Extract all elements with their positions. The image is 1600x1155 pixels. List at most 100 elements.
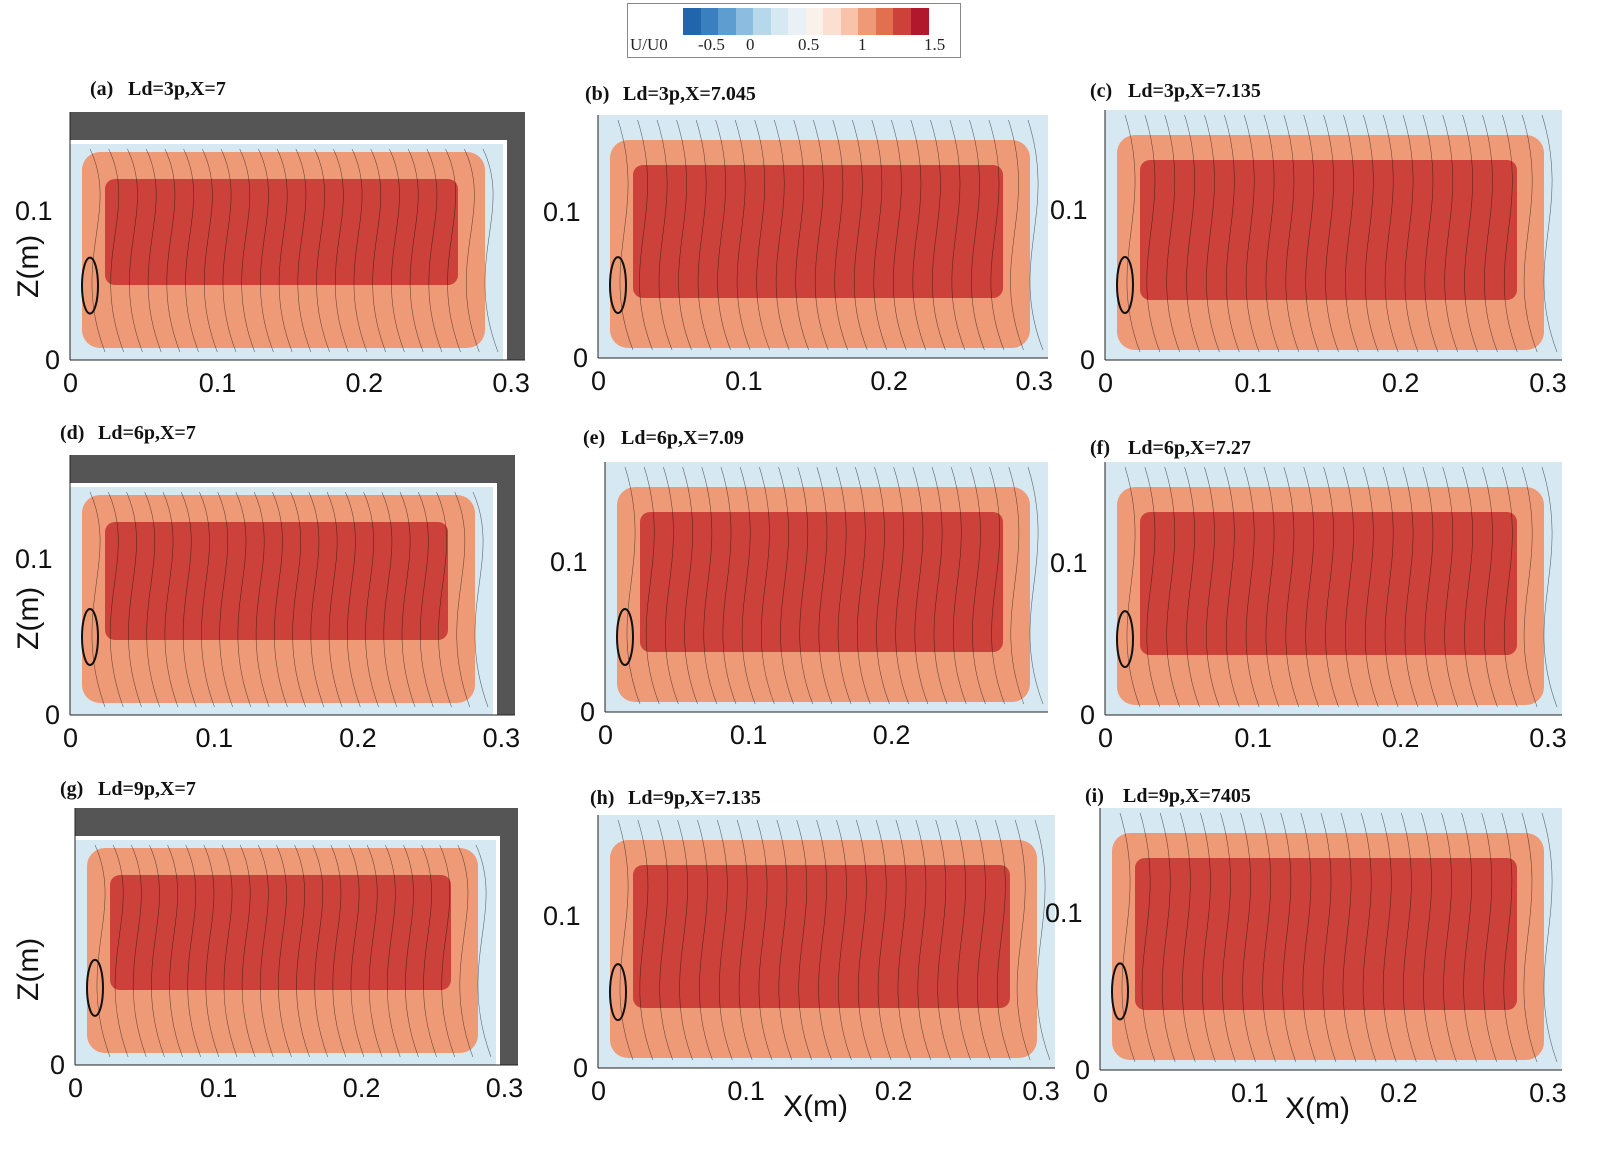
streamline	[1220, 812, 1236, 1063]
streamline	[816, 466, 833, 705]
y-tick-label: 0	[45, 700, 61, 730]
vortex	[616, 608, 634, 666]
panel-title: Ld=3p,X=7.135	[1128, 80, 1261, 102]
panel-title: (f)	[1090, 437, 1110, 459]
streamline	[1402, 466, 1419, 708]
colorbar-swatch	[858, 8, 876, 35]
streamline	[272, 491, 288, 708]
streamline	[720, 466, 737, 705]
streamline	[348, 844, 365, 1058]
colorbar-tick-label: 1.5	[924, 35, 946, 54]
streamline	[457, 844, 474, 1058]
streamline	[1402, 114, 1419, 353]
panel-title: (g)	[60, 778, 84, 800]
high-velocity-region	[1140, 512, 1517, 655]
streamline	[1139, 812, 1156, 1063]
streamline	[637, 819, 654, 1061]
colorbar-swatch	[893, 8, 911, 35]
x-tick-label: 0.1	[1234, 723, 1272, 753]
x-tick-label: 0.2	[874, 1076, 913, 1106]
streamline	[314, 148, 330, 353]
streamline	[1521, 114, 1538, 353]
x-tick-label: 0.3	[1015, 366, 1054, 396]
streamline	[852, 119, 868, 351]
streamline	[89, 148, 106, 353]
streamline	[895, 819, 912, 1061]
streamline	[1300, 812, 1317, 1063]
streamline	[108, 148, 124, 353]
streamline	[1280, 812, 1297, 1063]
x-tick-label: 0.3	[1529, 1078, 1567, 1108]
streamline	[836, 819, 852, 1061]
streamline	[326, 491, 343, 708]
wall-top	[70, 455, 515, 483]
streamline	[874, 466, 890, 705]
streamline	[1521, 466, 1538, 708]
vortex	[1116, 256, 1134, 314]
colorbar-swatch	[735, 8, 754, 35]
contour-plot	[597, 815, 1055, 1069]
streamline	[1119, 812, 1136, 1063]
streamline	[1441, 812, 1457, 1063]
streamline	[812, 119, 829, 351]
streamline	[910, 119, 927, 351]
streamline	[1462, 466, 1478, 708]
vortex	[1111, 962, 1129, 1021]
streamline	[1223, 466, 1240, 708]
panel-title: Ld=3p,X=7	[128, 78, 226, 100]
colorbar-tick-label: 0	[746, 35, 755, 54]
high-velocity-region	[105, 522, 448, 640]
streamline	[875, 819, 892, 1061]
streamline	[290, 491, 306, 708]
streamline	[308, 491, 325, 708]
streamline	[472, 491, 489, 708]
streamline	[854, 466, 871, 705]
streamline	[970, 466, 986, 705]
streamline	[149, 844, 165, 1058]
streamline	[253, 491, 270, 708]
streamline	[915, 819, 932, 1061]
y-tick-label: 0	[573, 1053, 589, 1083]
streamline	[975, 819, 991, 1061]
y-tick-label: 0	[580, 697, 596, 727]
x-tick-label: 0.2	[339, 723, 377, 753]
colorbar-swatch	[718, 8, 736, 35]
streamline	[643, 466, 660, 705]
x-tick-label: 0.1	[1234, 368, 1272, 398]
streamline	[893, 466, 909, 705]
streamline	[1482, 114, 1498, 353]
streamline	[1283, 114, 1300, 353]
streamline	[1263, 114, 1280, 353]
contour-plot	[604, 462, 1048, 713]
streamline	[276, 148, 293, 353]
streamline	[754, 119, 770, 351]
x-tick-label: 0.2	[1381, 368, 1420, 398]
streamline	[1263, 466, 1280, 708]
colorbar-swatch	[753, 8, 771, 35]
streamline	[778, 466, 794, 705]
streamline	[445, 148, 461, 353]
y-tick-label: 0.1	[15, 544, 53, 574]
streamline	[935, 819, 951, 1061]
streamline	[144, 491, 160, 708]
streamline	[439, 844, 455, 1058]
streamline	[855, 819, 872, 1061]
streamline	[1442, 466, 1458, 708]
streamline	[1124, 114, 1141, 353]
streamline	[1303, 114, 1319, 353]
streamline	[663, 466, 679, 705]
x-tick-label: 0.1	[1231, 1078, 1269, 1108]
streamline	[1164, 114, 1180, 353]
streamline	[421, 844, 437, 1058]
streamline	[1461, 812, 1477, 1063]
x-tick-label: 0.2	[345, 368, 384, 398]
contour-plot	[1104, 462, 1562, 716]
x-tick-label: 0	[1098, 368, 1114, 398]
x-axis-label: X(m)	[1285, 1092, 1350, 1125]
vortex	[609, 963, 627, 1022]
panel-title: Ld=9p,X=7405	[1123, 785, 1251, 807]
wall-top	[75, 808, 518, 836]
streamline	[1362, 466, 1379, 708]
x-tick-label: 0.1	[727, 1076, 765, 1106]
x-tick-label: 0.2	[1380, 1078, 1418, 1108]
